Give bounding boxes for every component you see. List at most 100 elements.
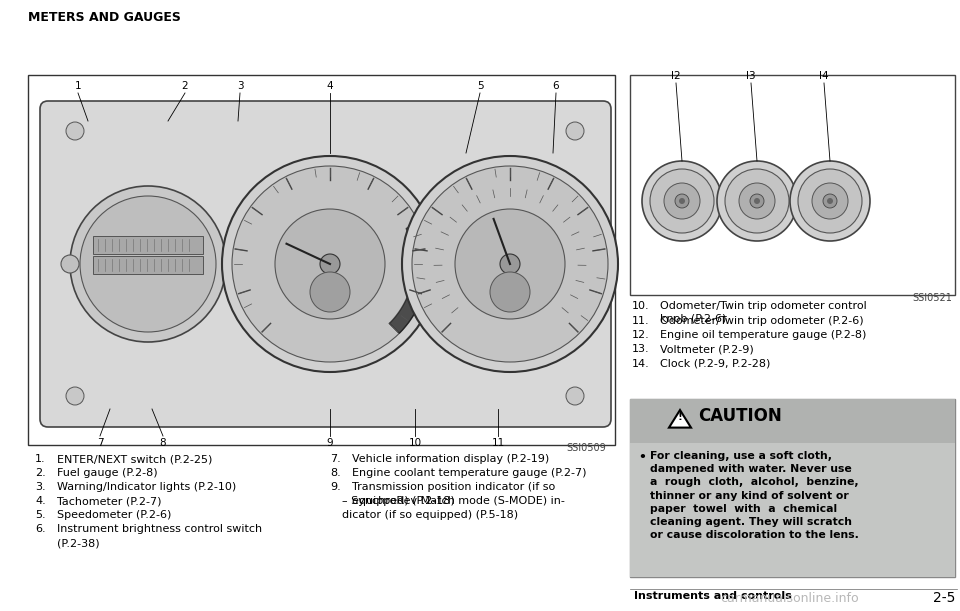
Text: 13.: 13.	[632, 345, 650, 354]
Text: (P.2-38): (P.2-38)	[57, 538, 100, 548]
FancyBboxPatch shape	[93, 236, 203, 254]
Circle shape	[650, 169, 714, 233]
Text: 2: 2	[181, 81, 188, 91]
Text: 1.: 1.	[35, 454, 46, 464]
Text: SSI0521: SSI0521	[912, 293, 952, 303]
Circle shape	[812, 183, 848, 219]
Circle shape	[664, 183, 700, 219]
Circle shape	[275, 209, 385, 319]
Text: Instruments and controls: Instruments and controls	[634, 591, 792, 601]
Text: 4.: 4.	[35, 496, 46, 506]
Text: 8.: 8.	[330, 468, 341, 478]
Polygon shape	[390, 222, 428, 333]
Text: !: !	[678, 412, 683, 422]
Text: For cleaning, use a soft cloth,: For cleaning, use a soft cloth,	[650, 451, 832, 461]
Circle shape	[66, 387, 84, 405]
Circle shape	[402, 156, 618, 372]
Text: 10.: 10.	[632, 301, 650, 311]
Text: 7: 7	[97, 438, 104, 448]
Circle shape	[739, 183, 775, 219]
Circle shape	[642, 161, 722, 241]
Text: Voltmeter (P.2-9): Voltmeter (P.2-9)	[660, 345, 754, 354]
Circle shape	[827, 198, 833, 204]
Text: dicator (if so equipped) (P.5-18): dicator (if so equipped) (P.5-18)	[342, 510, 518, 520]
Circle shape	[717, 161, 797, 241]
Polygon shape	[669, 410, 691, 428]
Text: 8: 8	[159, 438, 166, 448]
Text: SSI0509: SSI0509	[566, 443, 606, 453]
Text: 11: 11	[492, 438, 505, 448]
Circle shape	[790, 161, 870, 241]
Circle shape	[490, 272, 530, 312]
Text: l2: l2	[671, 71, 681, 81]
Text: Fuel gauge (P.2-8): Fuel gauge (P.2-8)	[57, 468, 157, 478]
Text: ENTER/NEXT switch (P.2-25): ENTER/NEXT switch (P.2-25)	[57, 454, 212, 464]
Text: – SynchroRev Match mode (S-MODE) in-: – SynchroRev Match mode (S-MODE) in-	[342, 496, 564, 506]
Circle shape	[455, 209, 565, 319]
Text: 6: 6	[553, 81, 560, 91]
Text: Warning/Indicator lights (P.2-10): Warning/Indicator lights (P.2-10)	[57, 482, 236, 492]
Text: equipped) (P.2-18): equipped) (P.2-18)	[352, 496, 455, 506]
Text: 9.: 9.	[330, 482, 341, 492]
FancyBboxPatch shape	[630, 443, 955, 577]
Text: 14.: 14.	[632, 359, 650, 369]
Text: Engine coolant temperature gauge (P.2-7): Engine coolant temperature gauge (P.2-7)	[352, 468, 587, 478]
Circle shape	[754, 198, 760, 204]
Text: paper  towel  with  a  chemical: paper towel with a chemical	[650, 504, 837, 514]
Circle shape	[61, 255, 79, 273]
Text: or cause discoloration to the lens.: or cause discoloration to the lens.	[650, 530, 859, 540]
Text: METERS AND GAUGES: METERS AND GAUGES	[28, 11, 180, 24]
Circle shape	[66, 122, 84, 140]
Circle shape	[70, 186, 226, 342]
Circle shape	[823, 194, 837, 208]
Text: Transmission position indicator (if so: Transmission position indicator (if so	[352, 482, 555, 492]
Text: Tachometer (P.2-7): Tachometer (P.2-7)	[57, 496, 161, 506]
Circle shape	[798, 169, 862, 233]
Text: 4: 4	[326, 81, 333, 91]
Circle shape	[750, 194, 764, 208]
Text: thinner or any kind of solvent or: thinner or any kind of solvent or	[650, 491, 849, 500]
Text: 12.: 12.	[632, 330, 650, 340]
Text: a  rough  cloth,  alcohol,  benzine,: a rough cloth, alcohol, benzine,	[650, 477, 858, 488]
Text: l3: l3	[746, 71, 756, 81]
Text: •: •	[638, 451, 646, 464]
Circle shape	[320, 254, 340, 274]
Text: Engine oil temperature gauge (P.2-8): Engine oil temperature gauge (P.2-8)	[660, 330, 866, 340]
Circle shape	[222, 156, 438, 372]
Text: 2-5: 2-5	[932, 591, 955, 605]
Circle shape	[80, 196, 216, 332]
Circle shape	[679, 198, 685, 204]
FancyBboxPatch shape	[93, 256, 203, 274]
Text: 3.: 3.	[35, 482, 46, 492]
Text: Speedometer (P.2-6): Speedometer (P.2-6)	[57, 510, 172, 520]
Circle shape	[500, 254, 520, 274]
Text: 3: 3	[237, 81, 243, 91]
Text: cleaning agent. They will scratch: cleaning agent. They will scratch	[650, 517, 852, 527]
Text: 6.: 6.	[35, 524, 46, 534]
Text: Vehicle information display (P.2-19): Vehicle information display (P.2-19)	[352, 454, 549, 464]
Text: 5: 5	[477, 81, 483, 91]
Text: Instrument brightness control switch: Instrument brightness control switch	[57, 524, 262, 534]
Circle shape	[310, 272, 350, 312]
Text: 2.: 2.	[35, 468, 46, 478]
Text: 11.: 11.	[632, 315, 650, 326]
Text: CAUTION: CAUTION	[698, 407, 781, 425]
Text: 5.: 5.	[35, 510, 46, 520]
FancyBboxPatch shape	[28, 75, 615, 445]
Text: Clock (P.2-9, P.2-28): Clock (P.2-9, P.2-28)	[660, 359, 770, 369]
FancyBboxPatch shape	[40, 101, 611, 427]
Text: 1: 1	[75, 81, 82, 91]
Text: Odometer/Twin trip odometer control: Odometer/Twin trip odometer control	[660, 301, 867, 311]
Circle shape	[725, 169, 789, 233]
Text: Odometer/Twin trip odometer (P.2-6): Odometer/Twin trip odometer (P.2-6)	[660, 315, 864, 326]
Text: 10: 10	[408, 438, 421, 448]
Text: 9: 9	[326, 438, 333, 448]
Circle shape	[412, 166, 608, 362]
FancyBboxPatch shape	[630, 399, 955, 443]
Circle shape	[566, 387, 584, 405]
Text: dampened with water. Never use: dampened with water. Never use	[650, 464, 852, 474]
Circle shape	[675, 194, 689, 208]
Circle shape	[566, 122, 584, 140]
Text: 7.: 7.	[330, 454, 341, 464]
Circle shape	[232, 166, 428, 362]
